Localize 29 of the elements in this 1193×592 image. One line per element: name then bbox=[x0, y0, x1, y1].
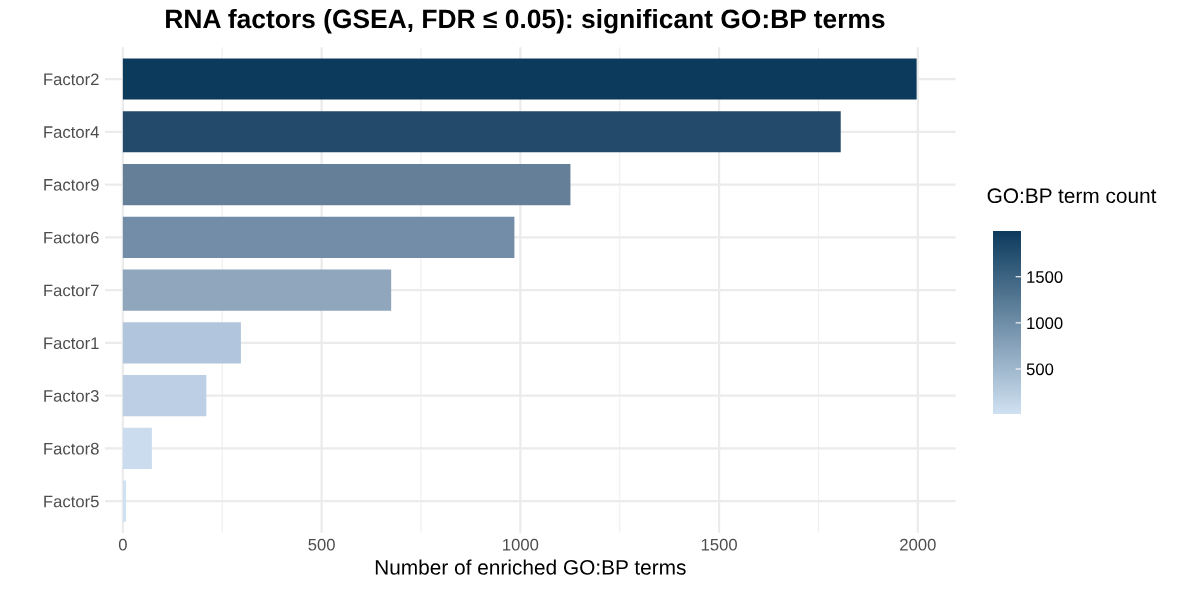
y-tick-label: Factor8 bbox=[44, 442, 99, 455]
x-tick-label: 1000 bbox=[503, 538, 539, 551]
color-bar-label: 500 bbox=[1026, 363, 1054, 376]
y-tick-label: Factor4 bbox=[44, 126, 99, 138]
bar bbox=[122, 322, 241, 364]
bar bbox=[122, 216, 515, 258]
color-bar-title: GO:BP term count bbox=[987, 188, 1157, 204]
bar bbox=[122, 269, 392, 311]
color-bar-label: 1500 bbox=[1027, 271, 1063, 283]
y-tick-label: Factor9 bbox=[44, 178, 99, 191]
y-tick-label: Factor3 bbox=[44, 390, 99, 402]
x-tick-label: 1500 bbox=[701, 538, 737, 551]
x-tick-label: 2000 bbox=[900, 538, 936, 551]
x-axis-title: Number of enriched GO:BP terms bbox=[375, 559, 686, 575]
bar bbox=[122, 427, 152, 469]
y-tick-label: Factor6 bbox=[44, 231, 99, 244]
bar bbox=[122, 375, 207, 417]
bar bbox=[122, 58, 917, 100]
x-tick-label: 500 bbox=[308, 538, 335, 551]
x-tick-label: 0 bbox=[118, 538, 127, 551]
y-tick-label: Factor5 bbox=[44, 495, 99, 508]
y-tick-label: Factor7 bbox=[44, 284, 99, 297]
y-tick-label: Factor2 bbox=[44, 73, 99, 86]
bar bbox=[122, 111, 841, 153]
chart-title: RNA factors (GSEA, FDR ≤ 0.05): significant GO:BP terms bbox=[166, 8, 885, 34]
y-tick-label: Factor1 bbox=[44, 337, 99, 350]
bar bbox=[122, 163, 571, 206]
bar bbox=[122, 480, 127, 522]
color-bar-label: 1000 bbox=[1027, 317, 1063, 330]
